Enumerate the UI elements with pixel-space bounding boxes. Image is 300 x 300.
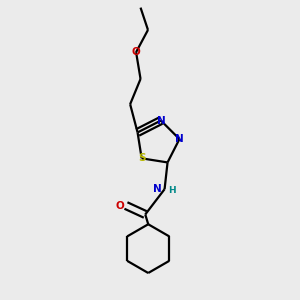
Text: S: S	[138, 153, 146, 163]
Text: N: N	[175, 134, 184, 144]
Text: O: O	[115, 200, 124, 211]
Text: O: O	[132, 47, 140, 57]
Text: N: N	[153, 184, 161, 194]
Text: H: H	[168, 186, 176, 195]
Text: N: N	[157, 116, 165, 126]
